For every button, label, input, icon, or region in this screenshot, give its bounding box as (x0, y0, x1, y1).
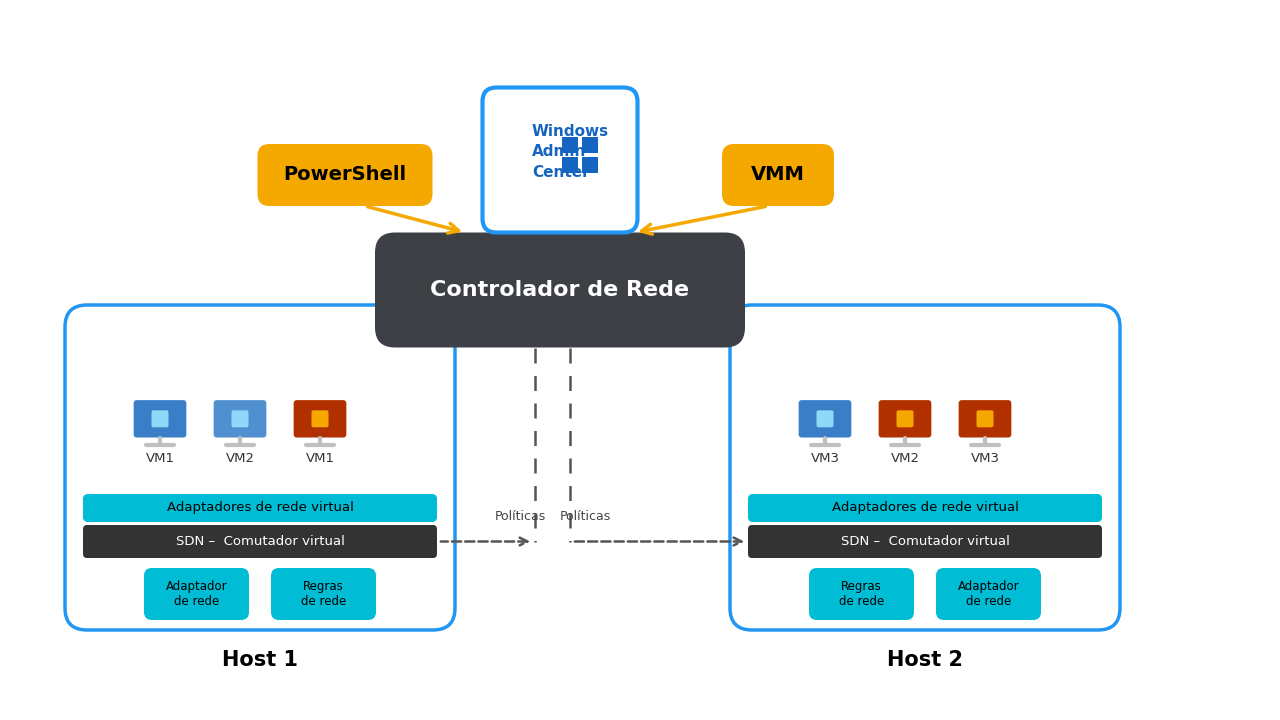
FancyBboxPatch shape (83, 494, 436, 522)
FancyBboxPatch shape (936, 568, 1041, 620)
FancyBboxPatch shape (896, 410, 914, 427)
Text: Windows
Admin
Center: Windows Admin Center (532, 124, 609, 180)
FancyBboxPatch shape (748, 525, 1102, 558)
Text: VM1: VM1 (146, 452, 174, 465)
Bar (562, 137, 579, 153)
FancyBboxPatch shape (878, 400, 932, 438)
Bar (582, 137, 598, 153)
FancyBboxPatch shape (817, 410, 833, 427)
FancyBboxPatch shape (375, 233, 745, 348)
FancyBboxPatch shape (293, 400, 347, 438)
Text: VM3: VM3 (810, 452, 840, 465)
Text: Regras
de rede: Regras de rede (838, 580, 884, 608)
Text: Políticas: Políticas (494, 510, 545, 523)
FancyBboxPatch shape (214, 400, 266, 438)
Text: Adaptador
de rede: Adaptador de rede (957, 580, 1019, 608)
FancyBboxPatch shape (271, 568, 376, 620)
Text: Adaptador
de rede: Adaptador de rede (165, 580, 228, 608)
FancyBboxPatch shape (799, 400, 851, 438)
Text: Regras
de rede: Regras de rede (301, 580, 346, 608)
FancyBboxPatch shape (809, 568, 914, 620)
FancyBboxPatch shape (143, 568, 250, 620)
FancyBboxPatch shape (83, 525, 436, 558)
FancyBboxPatch shape (977, 410, 993, 427)
Text: SDN –  Comutador virtual: SDN – Comutador virtual (175, 535, 344, 548)
FancyBboxPatch shape (257, 144, 433, 206)
Text: SDN –  Comutador virtual: SDN – Comutador virtual (841, 535, 1010, 548)
Bar (582, 157, 598, 173)
Text: PowerShell: PowerShell (283, 166, 407, 184)
FancyBboxPatch shape (748, 494, 1102, 522)
Text: Adaptadores de rede virtual: Adaptadores de rede virtual (832, 502, 1019, 515)
FancyBboxPatch shape (311, 410, 329, 427)
Text: VM3: VM3 (970, 452, 1000, 465)
Text: Host 2: Host 2 (887, 650, 963, 670)
Text: VMM: VMM (751, 166, 805, 184)
Text: VM2: VM2 (891, 452, 919, 465)
Text: Políticas: Políticas (559, 510, 611, 523)
Text: Host 1: Host 1 (221, 650, 298, 670)
FancyBboxPatch shape (232, 410, 248, 427)
FancyBboxPatch shape (722, 144, 835, 206)
Text: Controlador de Rede: Controlador de Rede (430, 280, 690, 300)
FancyBboxPatch shape (959, 400, 1011, 438)
Text: Adaptadores de rede virtual: Adaptadores de rede virtual (166, 502, 353, 515)
Text: VM2: VM2 (225, 452, 255, 465)
FancyBboxPatch shape (151, 410, 169, 427)
Text: VM1: VM1 (306, 452, 334, 465)
Bar (562, 157, 579, 173)
FancyBboxPatch shape (133, 400, 187, 438)
FancyBboxPatch shape (483, 88, 637, 233)
